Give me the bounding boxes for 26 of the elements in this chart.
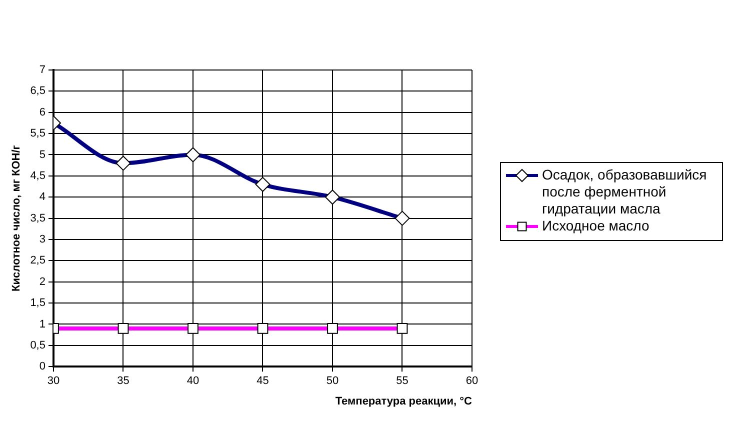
legend-label: Осадок, образовавшийся после ферментной гидратации масла: [542, 166, 707, 216]
y-tick-label: 0: [39, 360, 46, 373]
x-tick-label: 35: [117, 375, 130, 388]
y-tick-label: 5: [39, 148, 46, 161]
y-axis-title: Кислотное число, мг КОН/г: [10, 144, 23, 292]
y-tick-label: 1: [39, 318, 46, 330]
x-tick-label: 50: [326, 375, 339, 388]
y-tick-label: 2,5: [30, 254, 46, 267]
x-tick-label: 55: [396, 375, 408, 388]
y-tick-label: 0,5: [30, 339, 46, 352]
y-tick-label: 6: [39, 106, 46, 118]
y-tick-label: 3,5: [30, 212, 46, 224]
y-tick-label: 6,5: [30, 85, 46, 98]
y-tick-label: 5,5: [30, 128, 46, 140]
y-tick-label: 7: [39, 64, 46, 76]
x-tick-label: 60: [466, 375, 478, 388]
x-tick-label: 30: [47, 375, 60, 388]
y-tick-label: 4,5: [30, 170, 46, 182]
y-tick-label: 3: [39, 234, 46, 246]
y-tick-label: 1,5: [30, 297, 46, 310]
y-tick-label: 4: [39, 191, 46, 204]
legend-label: Исходное масло: [542, 217, 650, 234]
x-axis-title: Температура реакции, °C: [335, 395, 472, 408]
y-tick-label: 2: [39, 276, 46, 288]
x-tick-label: 40: [186, 375, 200, 388]
x-tick-label: 45: [256, 375, 269, 388]
